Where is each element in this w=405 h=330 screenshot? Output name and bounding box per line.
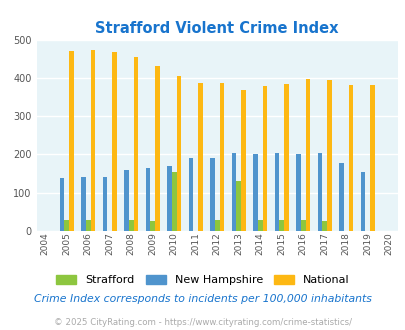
Text: Crime Index corresponds to incidents per 100,000 inhabitants: Crime Index corresponds to incidents per… (34, 294, 371, 304)
Bar (128, 219, 133, 231)
Bar (360, 173, 364, 231)
Bar (322, 221, 326, 231)
Bar (252, 154, 257, 231)
Bar (210, 158, 214, 231)
Bar (348, 85, 352, 231)
Bar (219, 83, 224, 231)
Bar (81, 177, 85, 231)
Title: Strafford Violent Crime Index: Strafford Violent Crime Index (95, 21, 338, 36)
Bar (284, 84, 288, 231)
Text: © 2025 CityRating.com - https://www.cityrating.com/crime-statistics/: © 2025 CityRating.com - https://www.city… (54, 318, 351, 327)
Bar (295, 154, 300, 231)
Bar (150, 221, 155, 231)
Bar (176, 76, 181, 231)
Bar (257, 219, 262, 231)
Bar (262, 86, 266, 231)
Bar (305, 79, 309, 231)
Bar (326, 80, 331, 231)
Bar (124, 170, 128, 231)
Bar (60, 178, 64, 231)
Bar (231, 153, 236, 231)
Bar (198, 83, 202, 231)
Bar (171, 173, 176, 231)
Bar (155, 66, 160, 231)
Bar (167, 166, 171, 231)
Bar (188, 158, 193, 231)
Bar (69, 51, 74, 231)
Bar (338, 163, 343, 231)
Bar (85, 219, 90, 231)
Bar (145, 168, 150, 231)
Bar (64, 219, 69, 231)
Bar (112, 52, 117, 231)
Bar (133, 57, 138, 231)
Bar (300, 219, 305, 231)
Bar (102, 177, 107, 231)
Legend: Strafford, New Hampshire, National: Strafford, New Hampshire, National (53, 271, 352, 289)
Bar (214, 219, 219, 231)
Bar (317, 153, 322, 231)
Bar (274, 153, 279, 231)
Bar (90, 50, 95, 231)
Bar (236, 181, 241, 231)
Bar (279, 219, 284, 231)
Bar (369, 85, 374, 231)
Bar (241, 90, 245, 231)
